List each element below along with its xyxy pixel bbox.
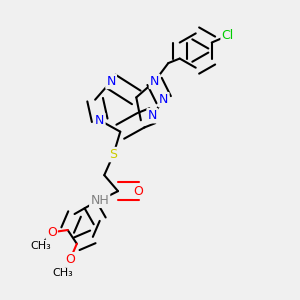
Text: O: O [134, 185, 143, 198]
Text: N: N [148, 109, 157, 122]
Text: CH₃: CH₃ [53, 268, 74, 278]
Text: N: N [95, 114, 104, 127]
Text: Cl: Cl [222, 29, 234, 42]
Text: N: N [106, 75, 116, 88]
Text: S: S [110, 148, 117, 161]
Text: O: O [47, 226, 57, 239]
Text: N: N [150, 75, 159, 88]
Text: CH₃: CH₃ [30, 241, 51, 251]
Text: O: O [65, 253, 75, 266]
Text: N: N [159, 93, 168, 106]
Text: NH: NH [90, 194, 109, 207]
